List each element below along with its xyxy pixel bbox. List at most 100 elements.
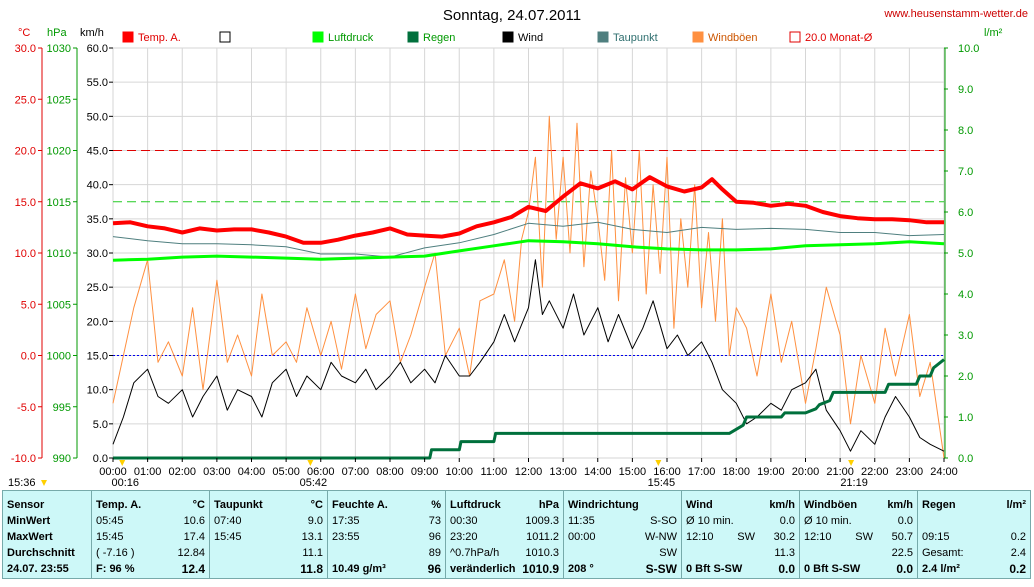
windrichtung-column: Windrichtung 11:35 S-SO 00:00 W-NW SW 208 ° S-S… xyxy=(563,491,681,578)
regen-column: Regen l/m² 09:15 0.2 Gesamt: 2.4 2.4 l/m² 0.2 xyxy=(917,491,1030,578)
x-tick-label: 14:00 xyxy=(584,466,612,478)
wind-tick-label: 45.0 xyxy=(87,146,108,158)
x-tick-label: 24:00 xyxy=(930,466,958,478)
series-temp-a- xyxy=(112,175,944,245)
marker-label: 21:19 xyxy=(840,477,868,489)
x-tick-label: 20:00 xyxy=(792,466,820,478)
windboeen-header: Windböen xyxy=(804,499,858,511)
luftdruck-row-value: 1011.2 xyxy=(526,531,559,543)
marker-triangle xyxy=(307,460,314,466)
marker-label: 15:45 xyxy=(648,477,676,489)
wind-tick-label: 55.0 xyxy=(87,77,108,89)
taupunkt-row-value: 13.1 xyxy=(301,531,323,543)
luftdruck-row-left: ^0.7hPa/h xyxy=(450,547,500,559)
windrichtung-row-left: 00:00 xyxy=(568,531,596,543)
x-tick-label: 13:00 xyxy=(549,466,577,478)
temp-tick-label: 0.0 xyxy=(21,351,36,363)
x-tick-label: 12:00 xyxy=(515,466,543,478)
windrichtung-row-left: 11:35 xyxy=(568,515,595,527)
temp-unit: °C xyxy=(192,499,205,511)
regen-row-value: 0.2 xyxy=(1010,531,1026,543)
legend-label: Windböen xyxy=(708,32,758,44)
x-tick-label: 19:00 xyxy=(757,466,785,478)
rain-tick-label: 6.0 xyxy=(958,207,973,219)
feuchte-row-value: 96 xyxy=(428,531,441,543)
regen-unit: l/m² xyxy=(1006,499,1026,511)
marker-triangle xyxy=(119,460,126,466)
wind-header: Wind xyxy=(686,499,713,511)
stats-table: Sensor MinWert MaxWert Durchschnitt 24.0… xyxy=(2,490,1031,579)
windboeen-row-left: Ø 10 min. xyxy=(804,515,852,527)
temp-tick-label: 10.0 xyxy=(15,248,36,260)
windrichtung-row-value: S-SO xyxy=(650,515,677,527)
windboeen-row-left: 0 Bft S-SW xyxy=(804,563,861,575)
x-tick-label: 08:00 xyxy=(376,466,404,478)
row-label-avg: Durchschnitt xyxy=(7,547,75,559)
sensor-header: Sensor xyxy=(7,499,45,511)
legend-label: 20.0 Monat-Ø xyxy=(805,32,873,44)
x-tick-label: 04:00 xyxy=(238,466,266,478)
windboeen-row-value: 0.0 xyxy=(896,562,913,576)
series-regen xyxy=(113,358,945,460)
temp-row-left: 15:45 xyxy=(96,531,124,543)
temp-column: Temp. A. °C 05:45 10.6 15:45 17.4 ( -7.16 ) 12.… xyxy=(91,491,209,578)
legend-swatch xyxy=(122,31,134,43)
rain-tick-label: 0.0 xyxy=(958,453,973,465)
wind-row-value: 0.0 xyxy=(779,515,795,527)
legend-label: Luftdruck xyxy=(328,32,374,44)
feuchte-header: Feuchte A. xyxy=(332,499,388,511)
x-tick-label: 16:00 xyxy=(653,466,681,478)
regen-row-value: 0.2 xyxy=(1009,562,1026,576)
wind-row-left: 12:10 xyxy=(686,531,714,543)
regen-header: Regen xyxy=(922,499,956,511)
temp-tick-label: -10.0 xyxy=(11,453,36,465)
x-tick-label: 18:00 xyxy=(722,466,750,478)
x-tick-label: 17:00 xyxy=(688,466,716,478)
rain-tick-label: 7.0 xyxy=(958,166,973,178)
temp-tick-label: 20.0 xyxy=(15,146,36,158)
rain-tick-label: 2.0 xyxy=(958,371,973,383)
wind-unit-label: km/h xyxy=(80,27,104,39)
site-url: www.heusenstamm-wetter.de xyxy=(883,8,1028,20)
legend-swatch xyxy=(692,31,704,43)
temp-row-left: 05:45 xyxy=(96,515,124,527)
windrichtung-header: Windrichtung xyxy=(568,499,639,511)
regen-row-left: 2.4 l/m² xyxy=(922,563,960,575)
wind-tick-label: 40.0 xyxy=(87,180,108,192)
temp-unit-label: °C xyxy=(18,27,30,39)
taupunkt-row-value: 11.1 xyxy=(302,547,323,559)
series-luftdruck xyxy=(112,239,945,262)
pressure-unit-label: hPa xyxy=(47,27,67,39)
legend-swatch xyxy=(407,31,419,43)
regen-row-left: 09:15 xyxy=(922,531,950,543)
left-time-label: 15:36 xyxy=(8,477,36,489)
windboeen-row-value: 0.0 xyxy=(897,515,913,527)
legend-label: Wind xyxy=(518,32,543,44)
windboeen-unit: km/h xyxy=(887,499,913,511)
temp-row-value: 12.84 xyxy=(177,547,205,559)
legend-swatch xyxy=(502,31,514,43)
chart-title: Sonntag, 24.07.2011 xyxy=(443,7,581,24)
marker-triangle xyxy=(655,460,662,466)
wind-tick-label: 15.0 xyxy=(87,351,108,363)
legend-swatch xyxy=(219,31,231,43)
regen-row-value: 2.4 xyxy=(1010,547,1026,559)
taupunkt-row-left: 15:45 xyxy=(214,531,242,543)
left-time-marker xyxy=(41,480,47,486)
marker-label: 05:42 xyxy=(300,477,328,489)
feuchte-row-value: 89 xyxy=(428,547,441,559)
legend-label: Taupunkt xyxy=(613,32,658,44)
windboeen-row-left: 12:10 xyxy=(804,531,832,543)
pressure-tick-label: 1025 xyxy=(47,94,71,106)
wind-row-value: 11.3 xyxy=(774,547,795,559)
wind-row-left: 0 Bft S-SW xyxy=(686,563,743,575)
wind-tick-label: 35.0 xyxy=(87,214,108,226)
temp-tick-label: 25.0 xyxy=(15,94,36,106)
x-tick-label: 03:00 xyxy=(203,466,231,478)
wind-row-value: 0.0 xyxy=(778,562,795,576)
regen-row-left: Gesamt: xyxy=(922,547,964,559)
windboeen-row-value: 22.5 xyxy=(891,547,913,559)
luftdruck-row-value: 1009.3 xyxy=(525,515,559,527)
rain-tick-label: 9.0 xyxy=(958,84,973,96)
luftdruck-row-left: veränderlich xyxy=(450,563,516,575)
